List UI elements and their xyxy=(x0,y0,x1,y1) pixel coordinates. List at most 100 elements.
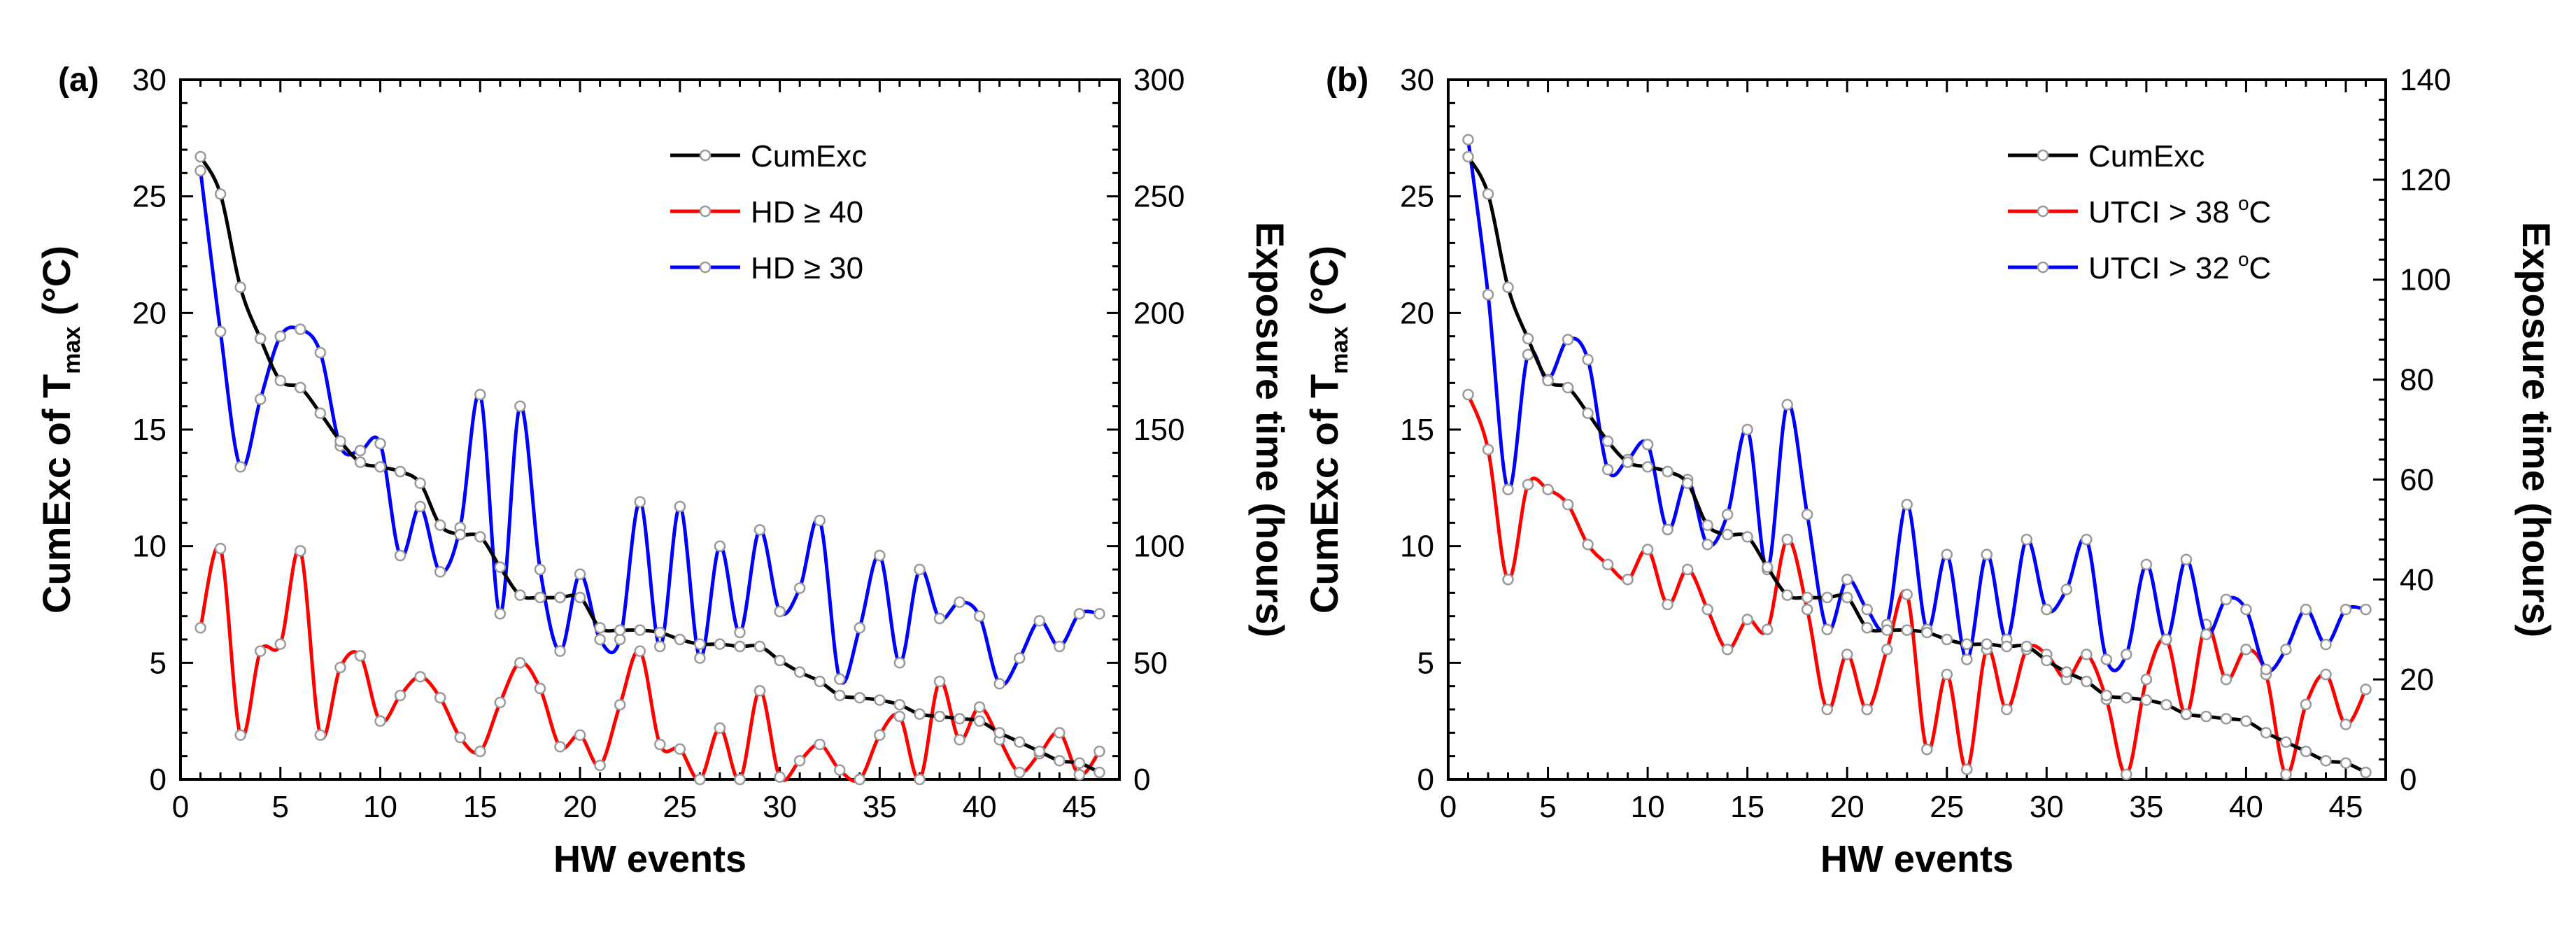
series-2-point xyxy=(1801,509,1813,521)
legend-label-superscript: o xyxy=(2238,192,2249,214)
series-1-point xyxy=(2081,649,2093,660)
series-0-point xyxy=(2081,675,2093,688)
series-1-point xyxy=(1522,479,1534,490)
series-2-point xyxy=(1641,439,1654,451)
series-0-point xyxy=(1801,591,1813,604)
x-tick-label: 30 xyxy=(2030,790,2064,824)
x-tick-label: 15 xyxy=(1730,790,1764,824)
y2-tick-label: 0 xyxy=(1133,763,1150,797)
series-line-2 xyxy=(199,170,1100,687)
series-1-point xyxy=(774,771,786,783)
series-1-point xyxy=(2240,644,2252,656)
series-2-point xyxy=(2041,603,2053,616)
series-1-point xyxy=(295,545,306,557)
series-1-point xyxy=(254,645,267,657)
series-0-point xyxy=(793,666,806,678)
series-0-point xyxy=(1961,638,1973,650)
series-0-point xyxy=(973,715,986,727)
y-tick-label: 25 xyxy=(1400,180,1434,214)
series-2-point xyxy=(254,393,267,405)
series-0-point xyxy=(374,461,386,473)
series-1-point xyxy=(1841,649,1853,660)
y-tick-label: 0 xyxy=(150,763,167,797)
legend-label-superscript: o xyxy=(2238,248,2249,270)
series-0-point xyxy=(594,622,606,634)
series-0-point xyxy=(2220,713,2232,725)
y2-tick-label: 60 xyxy=(2400,462,2434,497)
x-tick-label: 20 xyxy=(1830,790,1864,824)
series-1-point xyxy=(494,696,507,709)
x-tick-label: 5 xyxy=(272,790,289,824)
series-0-point xyxy=(234,281,246,293)
series-2-point xyxy=(374,437,386,450)
y2-tick-label: 250 xyxy=(1133,180,1184,214)
series-1-point xyxy=(1921,743,1933,756)
series-1-point xyxy=(793,755,806,767)
series-1-point xyxy=(434,692,446,704)
series-0-point xyxy=(2180,708,2193,720)
series-0-point xyxy=(334,435,346,447)
series-0-point xyxy=(1921,626,1933,639)
series-0-point xyxy=(854,692,866,704)
series-1-point xyxy=(893,710,906,723)
series-2-point xyxy=(434,566,446,578)
series-1-point xyxy=(514,657,526,669)
series-2-point xyxy=(1094,608,1105,620)
y-axis-title-main: CumExc of T xyxy=(34,374,78,614)
y2-tick-label: 100 xyxy=(2400,263,2451,297)
series-0-point xyxy=(274,374,287,387)
series-0-point xyxy=(914,708,926,720)
series-0-point xyxy=(893,699,906,711)
series-1-point xyxy=(1761,623,1774,635)
series-2-point xyxy=(314,346,327,359)
series-2-point xyxy=(1821,623,1833,635)
series-1-point xyxy=(534,682,546,695)
series-2-point xyxy=(234,461,246,473)
legend-label-part: HD ≥ 30 xyxy=(751,251,863,285)
series-1-point xyxy=(814,738,826,751)
series-1-point xyxy=(1622,574,1634,586)
series-0-point xyxy=(2021,640,2033,653)
series-2-point xyxy=(1941,549,1953,560)
series-1-point xyxy=(2360,684,2372,695)
series-1-point xyxy=(874,729,886,741)
series-1-point xyxy=(594,759,606,772)
series-2-point xyxy=(1662,523,1673,536)
series-2-point xyxy=(1462,134,1474,146)
series-2-point xyxy=(774,605,786,618)
series-1-point xyxy=(1641,544,1654,556)
series-1-point xyxy=(1821,703,1833,716)
x-tick-label: 25 xyxy=(1930,790,1964,824)
series-2-point xyxy=(2121,649,2132,660)
y2-tick-label: 0 xyxy=(2400,763,2416,797)
y-axis-title-subscript: max xyxy=(1326,327,1353,374)
series-0-point xyxy=(254,332,267,345)
series-0-point xyxy=(1701,519,1713,531)
series-2-point xyxy=(2260,663,2272,676)
series-1-point xyxy=(554,741,566,753)
series-1-point xyxy=(2340,719,2352,730)
series-0-point xyxy=(2060,666,2073,678)
series-2-point xyxy=(1562,334,1574,346)
series-2-point xyxy=(1961,653,1973,665)
series-0-point xyxy=(1761,561,1774,573)
y-tick-label: 10 xyxy=(1400,530,1434,564)
legend-swatch-marker xyxy=(699,149,712,162)
x-tick-label: 45 xyxy=(2329,790,2363,824)
series-2-point xyxy=(554,645,566,657)
legend-swatch-marker xyxy=(699,261,712,274)
series-2-point xyxy=(2360,603,2372,616)
x-tick-label: 35 xyxy=(863,790,897,824)
series-2-point xyxy=(274,330,287,342)
series-0-point xyxy=(494,561,507,573)
legend-label: UTCI > 32 oC xyxy=(2088,248,2271,285)
series-2-point xyxy=(933,612,946,625)
y-axis-title-unit: (°C) xyxy=(1302,246,1346,327)
series-0-point xyxy=(1901,624,1913,636)
y2-tick-label: 150 xyxy=(1133,413,1184,447)
legend-label: UTCI > 38 oC xyxy=(2088,192,2271,229)
x-tick-label: 30 xyxy=(763,790,797,824)
y-tick-label: 5 xyxy=(1417,646,1434,680)
series-2-point xyxy=(793,582,806,594)
x-tick-label: 0 xyxy=(172,790,189,824)
